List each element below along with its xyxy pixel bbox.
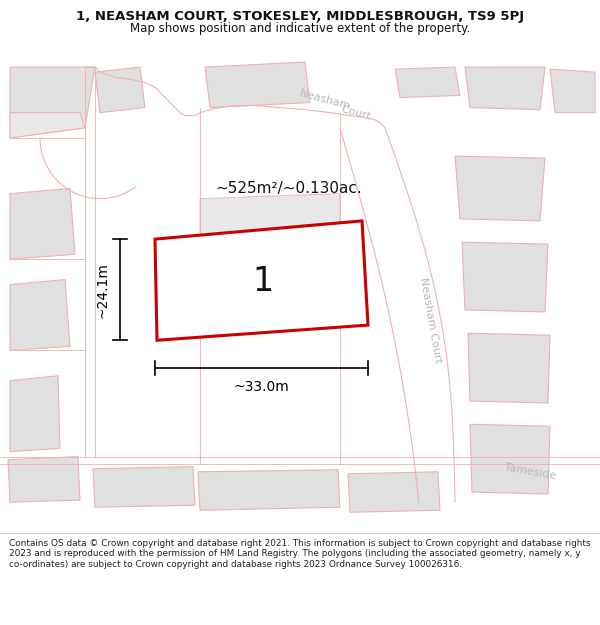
Polygon shape	[465, 67, 545, 109]
Polygon shape	[10, 112, 85, 138]
Polygon shape	[10, 189, 75, 259]
Polygon shape	[8, 457, 80, 502]
Polygon shape	[395, 67, 460, 98]
Polygon shape	[10, 67, 95, 138]
Polygon shape	[470, 424, 550, 494]
Text: Court: Court	[340, 104, 372, 121]
Polygon shape	[198, 470, 340, 510]
Polygon shape	[200, 194, 340, 274]
Polygon shape	[468, 333, 550, 403]
Text: Neasham: Neasham	[298, 88, 352, 111]
Text: ~525m²/~0.130ac.: ~525m²/~0.130ac.	[215, 181, 362, 196]
Polygon shape	[550, 69, 595, 112]
Text: ~33.0m: ~33.0m	[233, 380, 289, 394]
Polygon shape	[93, 467, 195, 508]
Polygon shape	[10, 279, 70, 351]
Polygon shape	[155, 221, 368, 340]
Polygon shape	[10, 376, 60, 451]
Polygon shape	[462, 242, 548, 312]
Text: 1, NEASHAM COURT, STOKESLEY, MIDDLESBROUGH, TS9 5PJ: 1, NEASHAM COURT, STOKESLEY, MIDDLESBROU…	[76, 10, 524, 23]
Text: 1: 1	[253, 265, 274, 298]
Text: Map shows position and indicative extent of the property.: Map shows position and indicative extent…	[130, 22, 470, 35]
Polygon shape	[205, 62, 310, 107]
Text: Contains OS data © Crown copyright and database right 2021. This information is : Contains OS data © Crown copyright and d…	[9, 539, 590, 569]
Text: Tameside: Tameside	[503, 462, 557, 481]
Polygon shape	[348, 472, 440, 512]
Polygon shape	[455, 156, 545, 221]
Text: ~24.1m: ~24.1m	[96, 262, 110, 318]
Polygon shape	[95, 67, 145, 112]
Text: Neasham Court: Neasham Court	[418, 276, 442, 364]
